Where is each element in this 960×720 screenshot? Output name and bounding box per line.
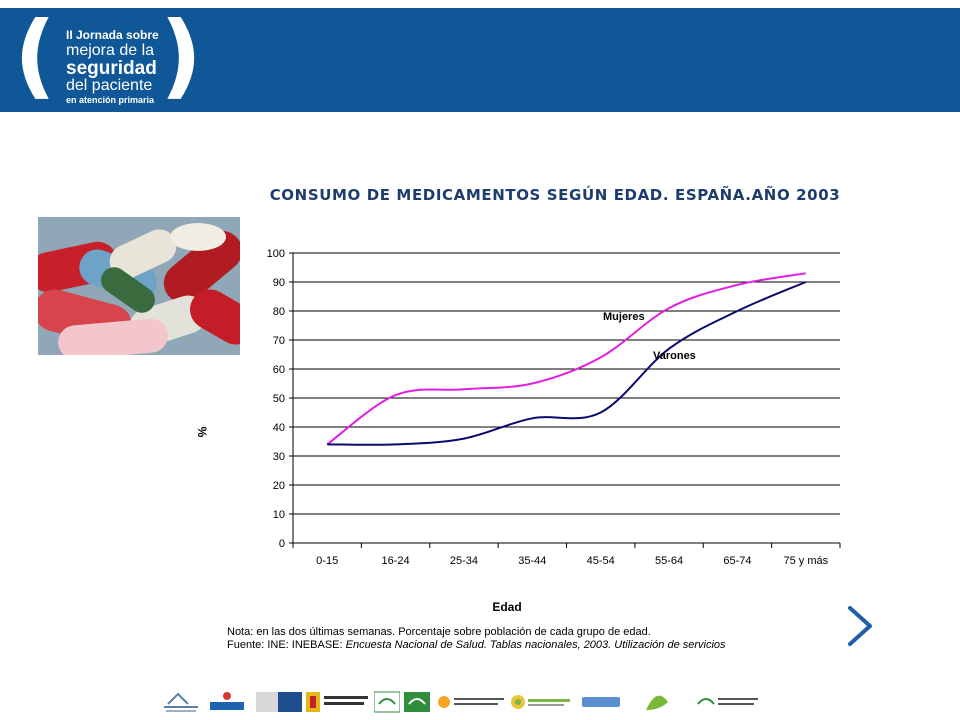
series-lines [326,272,807,446]
y-axis-label: % [195,427,209,438]
logo-line-2: mejora de la [66,42,155,59]
source-line: Fuente: INE: INEBASE: Encuesta Nacional … [227,639,726,652]
series-label-varones: Varones [653,350,696,362]
chevron-right-icon [848,606,872,646]
observatorio-logo [510,690,574,714]
x-tick-label: 35-44 [518,555,546,567]
plan-de-calidad-sns-logo [256,690,302,714]
header-banner: ( II Jornada sobre mejora de la segurida… [0,8,960,112]
x-tick-label: 65-74 [723,555,751,567]
chart-title: CONSUMO DE MEDICAMENTOS SEGÚN EDAD. ESPA… [269,186,841,204]
y-tick-label: 30 [273,451,285,463]
sadeca-logo [580,690,622,714]
x-axis-label: Edad [492,600,521,614]
next-slide-button[interactable] [842,604,878,648]
source-title: Encuesta Nacional de Salud. Tablas nacio… [345,639,726,651]
x-tick-label: 55-64 [655,555,683,567]
y-tick-label: 100 [267,248,285,260]
x-tick-labels: 0-15 16-24 25-34 35-44 45-54 55-64 65-74 75 y m… [316,555,828,567]
easp-logo [642,690,672,714]
axes [289,252,841,548]
series-label-mujeres: Mujeres [603,311,645,323]
sociedad-espanola-calidad-logo [160,690,202,714]
logo-line-1: II Jornada sobre [66,28,159,42]
chart-note: Nota: en las dos últimas semanas. Porcen… [227,626,726,652]
note-line: Nota: en las dos últimas semanas. Porcen… [227,626,651,638]
logo-line-3: seguridad [66,58,157,79]
source-prefix: Fuente: INE: INEBASE: [227,639,346,651]
consejeria-salud-logo [404,690,430,714]
semfyc-logo [208,690,246,714]
x-tick-label: 25-34 [450,555,478,567]
y-tick-label: 70 [273,335,285,347]
y-tick-label: 20 [273,480,285,492]
x-tick-label: 0-15 [316,555,338,567]
logo-line-5: en atención primaria [66,95,155,105]
escuela-andaluza-salud-publica-logo [696,690,760,714]
agencia-calidad-sanitaria-logo [436,690,506,714]
y-tick-labels: 0 10 20 30 40 50 60 70 80 90 100 [267,248,285,550]
y-tick-label: 40 [273,422,285,434]
close-parenthesis-logo-mark: ) [160,2,203,109]
gobierno-espana-logo [306,690,370,714]
y-tick-label: 10 [273,509,285,521]
y-tick-label: 60 [273,364,285,376]
x-tick-label: 45-54 [587,555,615,567]
x-tick-label: 16-24 [381,555,409,567]
y-tick-label: 50 [273,393,285,405]
series-line-mujeres [326,272,806,446]
open-parenthesis-logo-mark: ( [14,2,57,109]
series-labels: Mujeres Varones [603,311,696,362]
event-logo-text: II Jornada sobre mejora de la seguridad … [66,29,159,105]
y-tick-label: 90 [273,277,285,289]
logo-line-4: del paciente [66,77,153,94]
y-tick-label: 80 [273,306,285,318]
pills-photo [38,217,240,355]
series-line-varones [327,281,807,446]
y-tick-label: 0 [279,538,285,550]
gridlines [293,252,840,515]
junta-andalucia-logo [373,690,401,714]
x-tick-label: 75 y más [783,555,828,567]
